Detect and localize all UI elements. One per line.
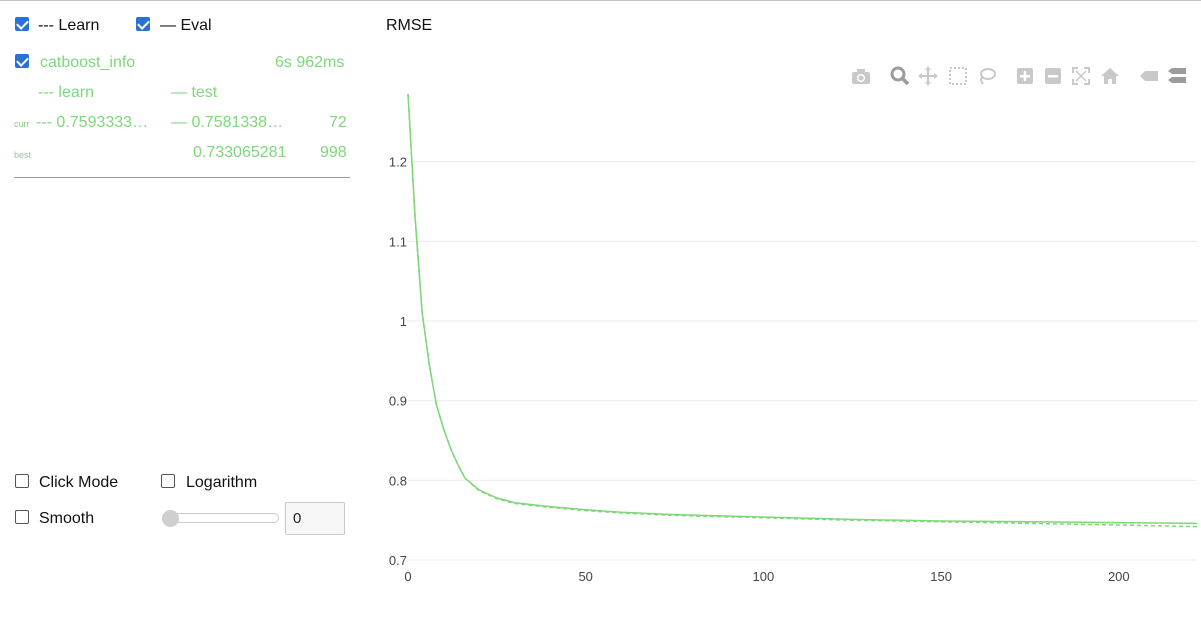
smooth-slider-track[interactable] [162,513,279,523]
top-border [0,0,1201,1]
y-tick-label: 0.9 [389,394,407,409]
rmse-chart[interactable]: 0.7 0.8 0.9 1 1.1 1.2 0 50 100 150 200 [360,90,1201,600]
learn-column-label: --- learn [38,84,95,101]
x-tick-label: 0 [404,569,411,584]
smooth-slider-thumb[interactable] [162,510,179,527]
best-label: best [14,150,32,160]
camera-icon[interactable] [851,66,871,86]
home-icon[interactable] [1100,66,1120,86]
chart-grid [408,161,1197,561]
run-time: 6s 962ms [275,54,345,71]
zoom-out-icon[interactable] [1043,66,1063,86]
run-checkbox[interactable] [15,54,29,68]
hover-closest-icon[interactable] [1139,66,1159,86]
eval-checkbox[interactable] [136,17,150,31]
lasso-icon[interactable] [977,66,997,86]
run-name: catboost_info [40,54,136,71]
hover-compare-icon[interactable] [1167,66,1187,86]
x-tick-label: 150 [930,569,952,584]
y-tick-label: 0.8 [389,473,407,488]
zoom-icon[interactable] [890,66,910,86]
smooth-label: Smooth [39,510,95,527]
curr-learn-value: --- 0.7593333… [36,114,149,131]
series-line-test[interactable] [407,93,1198,525]
smooth-value-input[interactable] [285,502,345,535]
x-tick-label: 200 [1108,569,1130,584]
box-select-icon[interactable] [948,66,968,86]
chart-title: RMSE [386,17,433,34]
chart-series [407,93,1198,528]
click-mode-checkbox[interactable] [15,474,29,488]
y-tick-label: 1.1 [389,234,407,249]
curr-label: curr [14,119,30,129]
click-mode-label: Click Mode [39,474,119,491]
eval-legend-label: — Eval [160,17,212,34]
curr-iteration: 72 [329,114,347,131]
best-test-value: 0.733065281 [193,144,287,161]
learn-legend-label: --- Learn [38,17,100,34]
best-iteration: 998 [320,144,347,161]
y-tick-label: 1 [400,314,407,329]
y-tick-label: 1.2 [389,155,407,170]
y-tick-label: 0.7 [389,553,407,568]
curr-test-value: — 0.7581338… [171,114,284,131]
autoscale-icon[interactable] [1071,66,1091,86]
y-axis-labels: 0.7 0.8 0.9 1 1.1 1.2 [389,155,407,568]
smooth-checkbox[interactable] [15,510,29,524]
x-tick-label: 100 [753,569,775,584]
pan-icon[interactable] [918,66,938,86]
series-line-learn[interactable] [407,93,1198,528]
learn-checkbox[interactable] [15,17,29,31]
test-column-label: — test [171,84,218,101]
x-axis-labels: 0 50 100 150 200 [404,569,1129,584]
zoom-in-icon[interactable] [1015,66,1035,86]
logarithm-label: Logarithm [186,474,258,491]
logarithm-checkbox[interactable] [161,474,175,488]
separator [14,177,350,178]
x-tick-label: 50 [578,569,592,584]
